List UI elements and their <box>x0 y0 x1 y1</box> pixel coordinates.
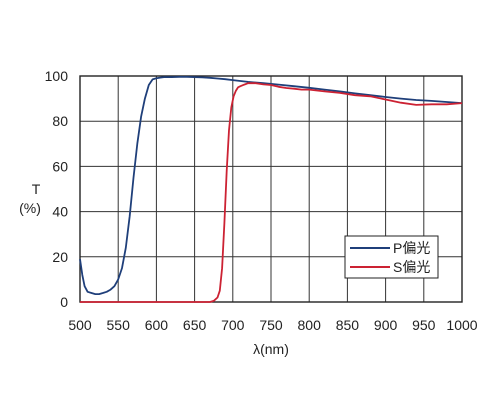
x-tick-label: 900 <box>374 317 398 333</box>
y-tick-label: 100 <box>45 68 69 84</box>
x-tick-label: 1000 <box>446 317 477 333</box>
y-axis-title: T <box>32 181 41 197</box>
y-axis-unit: (%) <box>19 200 41 216</box>
x-tick-label: 650 <box>183 317 207 333</box>
x-tick-label: 600 <box>145 317 169 333</box>
plot-frame <box>79 75 463 303</box>
y-tick-label: 80 <box>52 113 68 129</box>
x-tick-label: 800 <box>298 317 322 333</box>
x-axis-title: λ(nm) <box>253 341 289 357</box>
x-tick-label: 950 <box>412 317 436 333</box>
x-tick-label: 550 <box>107 317 131 333</box>
y-tick-label: 60 <box>52 158 68 174</box>
y-tick-label: 40 <box>52 204 68 220</box>
x-tick-label: 750 <box>259 317 283 333</box>
series-line-p <box>79 76 463 296</box>
legend-label-s: S偏光 <box>393 259 430 275</box>
x-tick-label: 700 <box>221 317 245 333</box>
x-tick-labels: 500 550 600 650 700 750 800 850 900 950 1000 <box>68 317 477 333</box>
legend: P偏光 S偏光 <box>344 235 439 279</box>
x-tick-label: 500 <box>68 317 92 333</box>
series-line-s <box>80 82 463 303</box>
y-tick-labels: 0 20 40 60 80 100 <box>45 68 69 310</box>
legend-label-p: P偏光 <box>393 240 430 256</box>
x-tick-label: 850 <box>336 317 360 333</box>
y-tick-label: 20 <box>52 249 68 265</box>
legend-box <box>344 235 439 279</box>
y-tick-label: 0 <box>60 294 68 310</box>
series-layer <box>79 76 463 303</box>
